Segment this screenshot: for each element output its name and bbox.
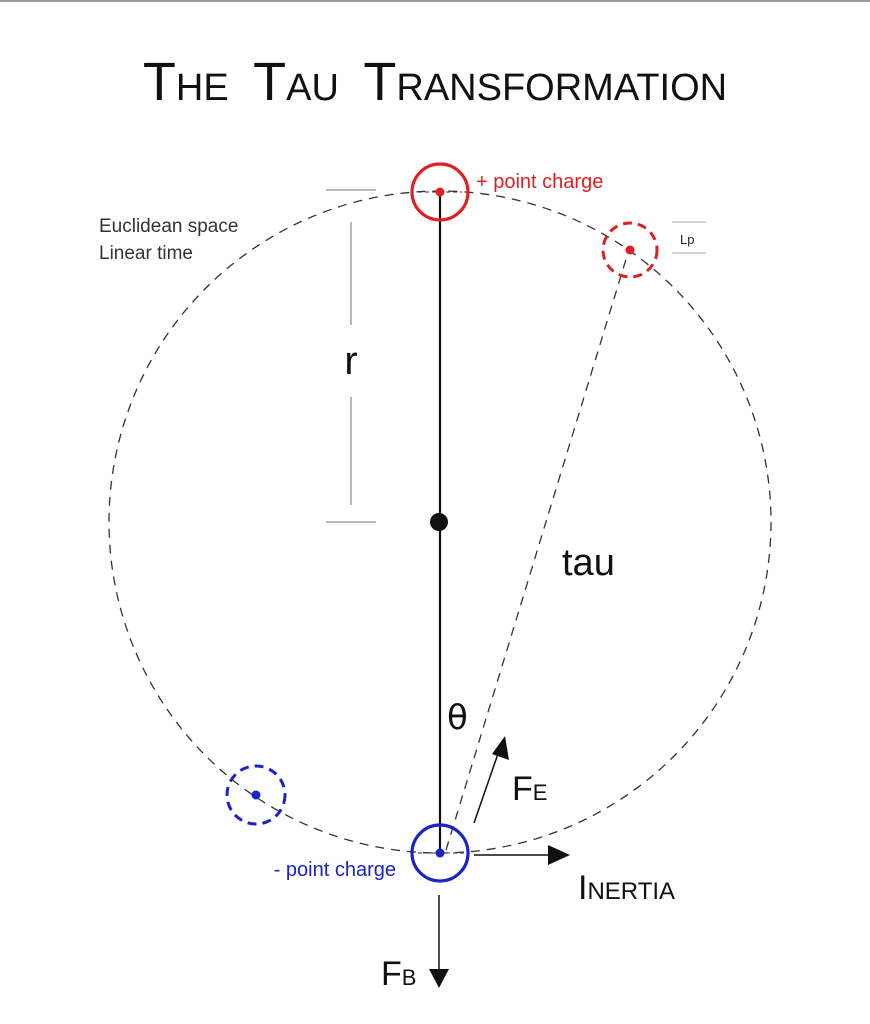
space-label: Euclidean space (99, 216, 238, 237)
time-label: Linear time (99, 243, 193, 264)
negative-charge (410, 823, 470, 883)
top-border (0, 0, 870, 2)
force-e-label: FE (512, 770, 547, 808)
title-word-2-rest: AU (286, 67, 339, 109)
diagram-title: THE TAU TRANSFORMATION (143, 52, 727, 112)
inertia-arrowhead (548, 845, 570, 865)
center-point (430, 513, 448, 531)
planck-length-marker (672, 221, 706, 254)
negative-charge-label: - point charge (274, 859, 396, 881)
title-word-2-cap: T (253, 52, 286, 112)
tau-line (445, 255, 628, 851)
positive-charge-label: + point charge (476, 171, 603, 193)
planck-length-label: Lp (680, 232, 694, 247)
radius-label: r (344, 339, 357, 383)
inertia-label: INERTIA (578, 869, 675, 907)
force-b-arrowhead (429, 969, 449, 988)
radius-bracket (326, 189, 376, 523)
force-e-arrow (473, 747, 501, 824)
title-word-3-cap: T (363, 52, 396, 112)
title-word-1-rest: HE (176, 67, 229, 109)
negative-charge-ghost (225, 764, 287, 826)
positive-charge (410, 162, 470, 222)
theta-label: θ (447, 698, 468, 738)
positive-charge-ghost (601, 221, 659, 279)
tau-label: tau (562, 542, 615, 584)
force-e-arrowhead (492, 736, 509, 760)
title-word-3-rest: RANSFORMATION (396, 67, 727, 109)
title-word-1-cap: T (143, 52, 176, 112)
force-b-label: FB (381, 955, 416, 993)
